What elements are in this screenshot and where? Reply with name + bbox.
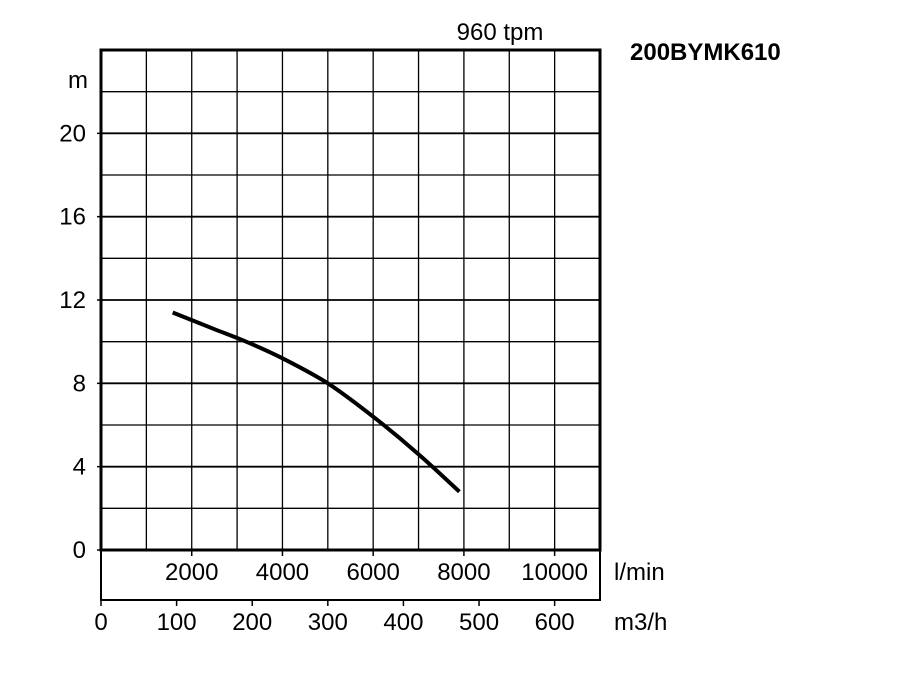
x2-tick-label: 100 [157,609,197,636]
y-tick-label: 0 [73,537,86,564]
chart-title: 200BYMK610 [630,39,781,66]
lower-axis-frame [100,549,601,601]
x-tick-label: 2000 [165,559,218,586]
y-tick-label: 20 [59,120,86,147]
x2-tick-label: 0 [94,609,107,636]
chart-marks [97,132,556,606]
x2-axis-label: m3/h [614,609,667,636]
y-tick-label: 16 [59,204,86,231]
x2-tick-label: 500 [459,609,499,636]
chart-subtitle: 960 tpm [457,19,544,46]
y-tick-label: 8 [73,370,86,397]
y-tick-label: 4 [73,454,86,481]
x-tick-label: 10000 [521,559,588,586]
x-tick-label: 8000 [437,559,490,586]
x-tick-label: 6000 [346,559,399,586]
y-axis-label: m [68,67,88,94]
pump-curve-line [171,310,461,494]
x2-tick-label: 300 [308,609,348,636]
x2-tick-label: 400 [383,609,423,636]
chart-labels: 0 4 8 12 16 20 2000 4000 6000 8000 10000 0 100 200 300… [59,120,588,636]
grid [101,50,600,550]
x-axis-label: l/min [614,559,665,586]
y-tick-label: 12 [59,287,86,314]
x2-tick-label: 600 [535,609,575,636]
x-tick-label: 4000 [256,559,309,586]
x2-tick-label: 200 [232,609,272,636]
